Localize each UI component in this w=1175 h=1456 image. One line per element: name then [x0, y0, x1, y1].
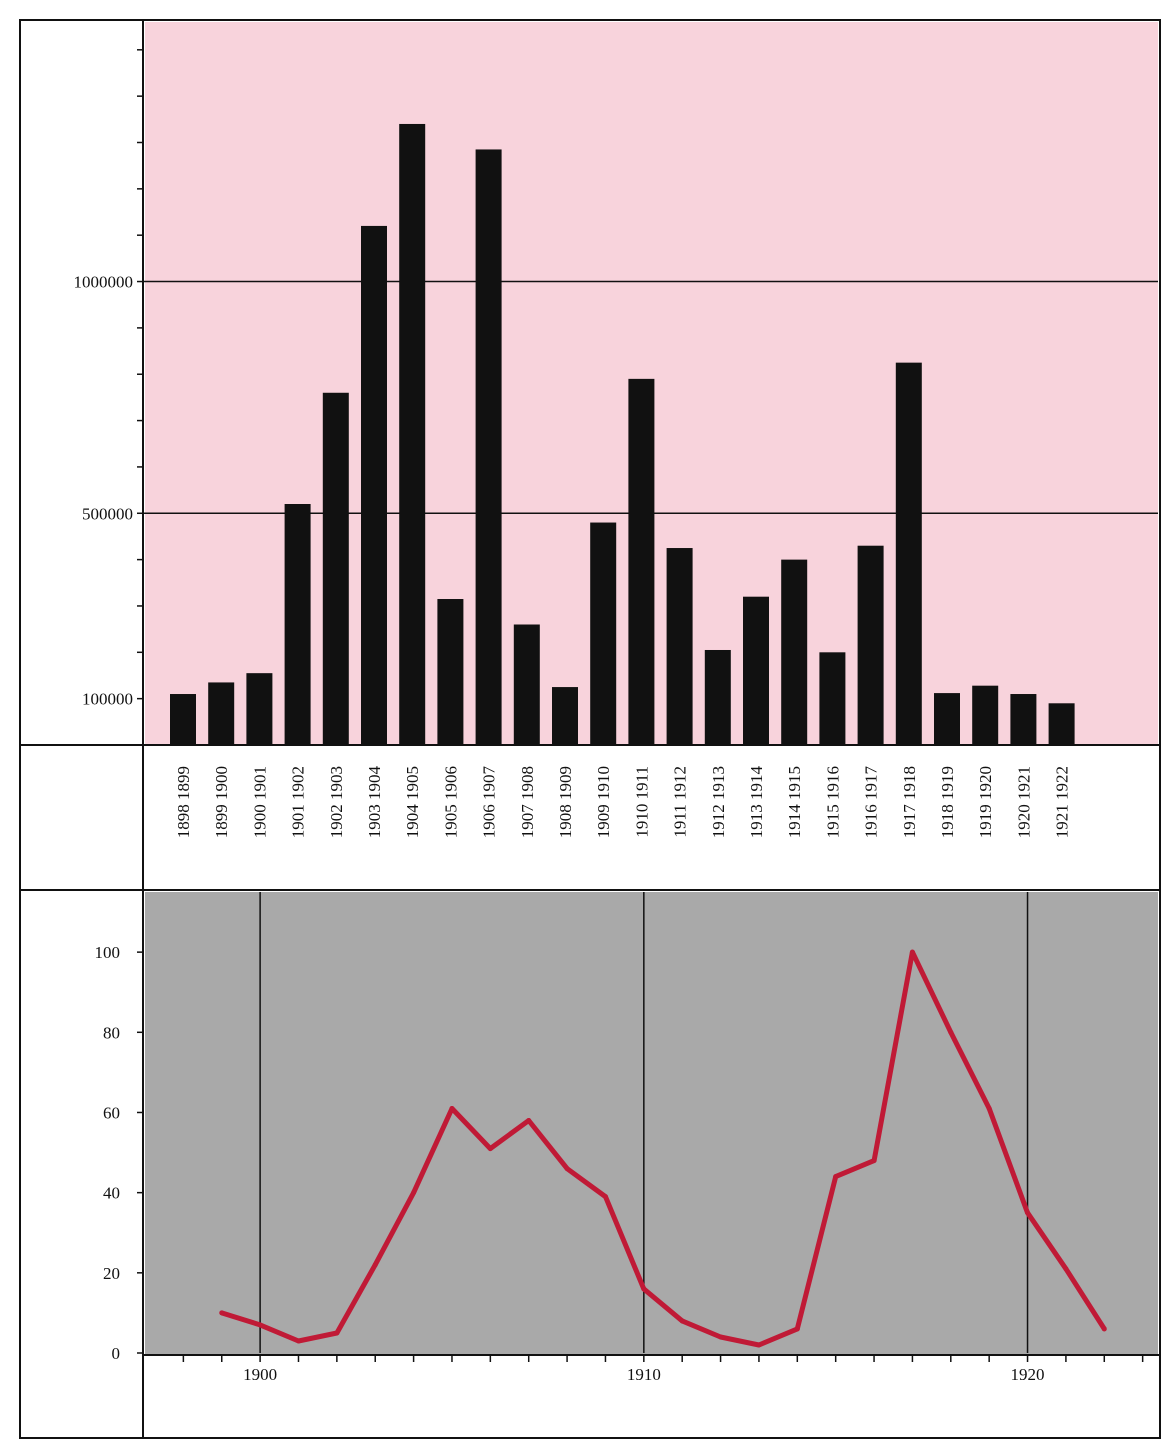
line-chart: 1900 1910 1920 0 20 40 60 80 100: [95, 892, 1160, 1384]
bar: [513, 624, 540, 745]
x-tick-label: 1911 1912: [671, 766, 690, 838]
x-tick-label: 1905 1906: [441, 766, 460, 838]
x-tick-label: 1901 1902: [289, 766, 308, 838]
line-points: [219, 949, 1107, 1348]
y-tick-label: 20: [103, 1264, 120, 1283]
y-tick-label: 0: [112, 1344, 121, 1363]
x-tick-label: 1917 1918: [900, 766, 919, 838]
x-tick-label: 1906 1907: [480, 766, 499, 839]
bar: [246, 673, 273, 745]
x-tick-label: 1913 1914: [747, 766, 766, 839]
x-tick-label: 1910 1911: [632, 766, 651, 838]
bar: [284, 504, 311, 745]
line-point: [718, 1334, 724, 1340]
x-tick-label: 1915 1916: [823, 766, 842, 838]
y-tick-label: 100: [95, 943, 121, 962]
x-tick-label: 1912 1913: [709, 766, 728, 838]
x-tick-label: 1920 1921: [1014, 766, 1033, 838]
line-y-ticks: 0 20 40 60 80 100: [95, 943, 143, 1363]
x-tick-label: 1918 1919: [938, 766, 957, 838]
bar: [666, 548, 693, 745]
line-point: [372, 1262, 378, 1268]
x-tick-label: 1903 1904: [365, 766, 384, 839]
bar: [704, 649, 731, 745]
line-point: [334, 1330, 340, 1336]
x-tick-label: 1902 1903: [327, 766, 346, 838]
x-tick-label: 1914 1915: [785, 766, 804, 838]
x-tick-label: 1900: [243, 1365, 277, 1384]
x-tick-label: 1908 1909: [556, 766, 575, 838]
series-line: [220, 949, 1107, 1348]
line-point: [487, 1146, 493, 1152]
line-point: [909, 949, 915, 955]
x-tick-label: 1919 1920: [976, 766, 995, 838]
line-point: [948, 1029, 954, 1035]
line-point: [641, 1286, 647, 1292]
bar: [552, 687, 578, 745]
bar: [170, 694, 196, 745]
line-point: [756, 1342, 762, 1348]
line-point: [871, 1158, 877, 1164]
line-point: [794, 1326, 800, 1332]
line-point: [833, 1174, 839, 1180]
x-tick-label: 1900 1901: [250, 766, 269, 838]
bar: [322, 392, 349, 745]
x-tick-label: 1899 1900: [212, 766, 231, 838]
bar: [972, 685, 999, 745]
bar: [934, 693, 960, 745]
bar: [819, 652, 846, 745]
line-point: [1025, 1210, 1031, 1216]
y-tick-label: 60: [103, 1103, 120, 1122]
bar: [361, 225, 387, 745]
x-tick-label: 1920: [1011, 1365, 1045, 1384]
line-chart-background: [145, 892, 1158, 1354]
bar-y-ticks: 100000 500000 1000000: [74, 49, 143, 709]
bar-chart: 100000 500000 1000000 1898 1899 1899 1900 19…: [20, 22, 1160, 838]
bar: [781, 559, 808, 745]
y-tick-label: 100000: [82, 690, 133, 709]
bar: [590, 522, 617, 745]
bar: [475, 149, 502, 746]
x-tick-label: 1907 1908: [518, 766, 537, 838]
line-point: [1063, 1266, 1069, 1272]
line-point: [526, 1117, 532, 1123]
bar: [743, 596, 769, 745]
x-tick-label: 1904 1905: [403, 766, 422, 838]
bar: [895, 362, 922, 745]
x-tick-label: 1921 1922: [1053, 766, 1072, 838]
line-point: [602, 1194, 608, 1200]
bars: [170, 123, 1075, 746]
y-tick-label: 40: [103, 1184, 120, 1203]
line-point: [219, 1310, 225, 1316]
line-point: [986, 1105, 992, 1111]
outer-frame: [19, 19, 1161, 1439]
bar: [1010, 694, 1037, 745]
bar: [437, 599, 464, 745]
bar: [399, 123, 426, 745]
y-tick-label: 500000: [82, 504, 133, 523]
bar: [208, 682, 235, 745]
x-tick-label: 1910: [627, 1365, 661, 1384]
line-point: [449, 1105, 455, 1111]
line-point: [411, 1190, 417, 1196]
line-point: [1101, 1326, 1107, 1332]
x-tick-label: 1898 1899: [174, 766, 193, 838]
line-gridlines: [259, 892, 1029, 1353]
line-point: [679, 1318, 685, 1324]
bar: [628, 378, 655, 745]
line-point: [564, 1166, 570, 1172]
line-point: [295, 1338, 301, 1344]
bar: [1048, 703, 1075, 745]
bar: [857, 545, 884, 745]
bar-x-labels: 1898 1899 1899 1900 1900 1901 1901 1902 1902…: [174, 766, 1072, 839]
y-tick-label: 1000000: [74, 273, 134, 292]
x-tick-label: 1916 1917: [862, 766, 881, 839]
line-point: [257, 1322, 263, 1328]
line-x-ticks: 1900 1910 1920: [182, 1355, 1144, 1384]
x-tick-label: 1909 1910: [594, 766, 613, 838]
y-tick-label: 80: [103, 1023, 120, 1042]
